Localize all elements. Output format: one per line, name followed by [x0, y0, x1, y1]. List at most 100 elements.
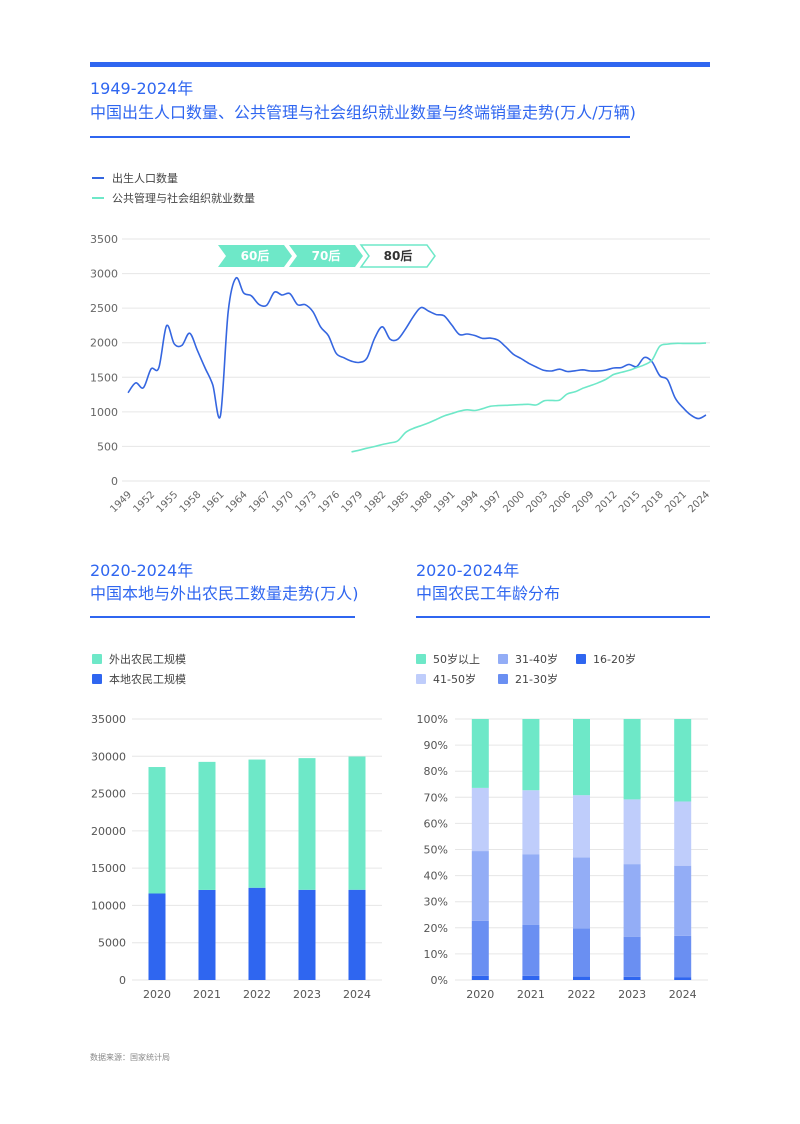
- bar-segment-16-20岁: [573, 976, 590, 980]
- y-tick-label: 30%: [424, 896, 448, 909]
- y-tick-label: 70%: [424, 791, 448, 804]
- bar-segment-16-20岁: [623, 976, 641, 980]
- bar-segment-50岁以上: [573, 719, 590, 796]
- y-tick-label: 0%: [431, 974, 448, 987]
- legend-migrant-swatch: [92, 654, 102, 664]
- bar-segment-21-30岁: [573, 928, 590, 977]
- y-tick-label: 30000: [91, 750, 126, 763]
- y-tick-label: 80%: [424, 765, 448, 778]
- legend-local: 本地农民工规模: [92, 671, 186, 687]
- bar-local: [248, 887, 266, 980]
- y-tick-label: 500: [97, 440, 118, 453]
- bar-migrant: [298, 758, 316, 890]
- legend-local-label: 本地农民工规模: [109, 673, 186, 686]
- y-tick-label: 100%: [417, 713, 448, 726]
- bar-segment-31-40岁: [674, 865, 692, 936]
- x-tick-label: 2024: [343, 988, 371, 1001]
- bar-segment-21-30岁: [623, 936, 641, 977]
- bar-segment-31-40岁: [471, 851, 489, 921]
- employment-series-line: [351, 342, 707, 453]
- y-tick-label: 3500: [90, 233, 118, 246]
- legend-employment-label: 公共管理与社会组织就业数量: [112, 192, 255, 205]
- bar-segment-31-40岁: [623, 864, 641, 937]
- top-chart-title-line1: 1949-2024年: [90, 79, 194, 98]
- x-tick-label: 2022: [243, 988, 271, 1001]
- x-tick-label: 2021: [517, 988, 545, 1001]
- legend-local-swatch: [92, 674, 102, 684]
- legend-age-16-20: 16-20岁: [576, 651, 636, 667]
- y-tick-label: 10%: [424, 948, 448, 961]
- y-tick-label: 15000: [91, 862, 126, 875]
- bar-segment-21-30岁: [522, 924, 540, 976]
- y-tick-label: 90%: [424, 739, 448, 752]
- bottom-right-title-line2: 中国农民工年龄分布: [416, 584, 561, 603]
- bar-segment-41-50岁: [674, 801, 692, 866]
- y-tick-label: 1000: [90, 406, 118, 419]
- legend-age-21-30-swatch: [498, 674, 508, 684]
- bar-segment-50岁以上: [522, 719, 540, 791]
- bar-segment-50岁以上: [471, 719, 489, 788]
- bar-segment-16-20岁: [471, 975, 489, 980]
- y-tick-label: 5000: [98, 937, 126, 950]
- bar-segment-41-50岁: [471, 787, 489, 852]
- legend-employment: 公共管理与社会组织就业数量: [92, 190, 255, 206]
- bar-migrant: [348, 756, 366, 890]
- bar-migrant: [198, 761, 216, 890]
- legend-migrant-label: 外出农民工规模: [109, 653, 186, 666]
- line-chart: 0500100015002000250030003500194919521955…: [90, 233, 712, 515]
- legend-age-16-20-swatch: [576, 654, 586, 664]
- bottom-left-title-underline: [90, 616, 355, 618]
- legend-births-label: 出生人口数量: [112, 172, 178, 185]
- y-tick-label: 10000: [91, 899, 126, 912]
- bottom-left-title-line2: 中国本地与外出农民工数量走势(万人): [90, 584, 359, 603]
- y-tick-label: 2000: [90, 337, 118, 350]
- y-tick-label: 0: [119, 974, 126, 987]
- bar-migrant: [248, 759, 266, 888]
- x-tick-label: 2022: [568, 988, 596, 1001]
- legend-age-41-50-label: 41-50岁: [433, 673, 476, 686]
- y-tick-label: 50%: [424, 844, 448, 857]
- y-tick-label: 25000: [91, 788, 126, 801]
- badge-60后: [218, 245, 292, 267]
- x-tick-label: 2020: [466, 988, 494, 1001]
- bar-segment-41-50岁: [522, 790, 540, 855]
- bar-segment-50岁以上: [674, 719, 692, 802]
- legend-births-swatch: [92, 177, 104, 179]
- data-source-note: 数据来源：国家统计局: [90, 1053, 170, 1062]
- bar-local: [198, 889, 216, 980]
- bar-local: [148, 893, 166, 980]
- bottom-right-title-line1: 2020-2024年: [416, 561, 520, 580]
- bar-segment-21-30岁: [674, 935, 692, 978]
- bar-segment-41-50岁: [573, 795, 590, 858]
- bottom-right-title-underline: [416, 616, 710, 618]
- legend-age-41-50-swatch: [416, 674, 426, 684]
- top-accent-bar: [90, 62, 710, 67]
- y-tick-label: 0: [111, 475, 118, 488]
- y-tick-label: 2500: [90, 302, 118, 315]
- legend-births: 出生人口数量: [92, 170, 178, 186]
- badge-label-80后: 80后: [384, 248, 413, 263]
- legend-age-50plus: 50岁以上: [416, 651, 480, 667]
- legend-age-41-50: 41-50岁: [416, 671, 476, 687]
- x-tick-label: 2024: [669, 988, 697, 1001]
- legend-age-31-40: 31-40岁: [498, 651, 558, 667]
- legend-migrant: 外出农民工规模: [92, 651, 186, 667]
- bar-segment-16-20岁: [674, 977, 692, 980]
- y-tick-label: 20000: [91, 825, 126, 838]
- top-chart-title-line2: 中国出生人口数量、公共管理与社会组织就业数量与终端销量走势(万人/万辆): [90, 103, 636, 122]
- y-tick-label: 3000: [90, 268, 118, 281]
- badge-80后: [359, 244, 436, 268]
- bar-local: [348, 889, 366, 980]
- x-tick-label: 2023: [618, 988, 646, 1001]
- legend-age-21-30-label: 21-30岁: [515, 673, 558, 686]
- bar-segment-50岁以上: [623, 719, 641, 800]
- legend-age-31-40-label: 31-40岁: [515, 653, 558, 666]
- legend-age-31-40-swatch: [498, 654, 508, 664]
- legend-age-50plus-label: 50岁以上: [433, 653, 480, 666]
- x-tick-label: 2020: [143, 988, 171, 1001]
- legend-age-21-30: 21-30岁: [498, 671, 558, 687]
- bar-segment-31-40岁: [573, 857, 590, 929]
- legend-employment-swatch: [92, 197, 104, 199]
